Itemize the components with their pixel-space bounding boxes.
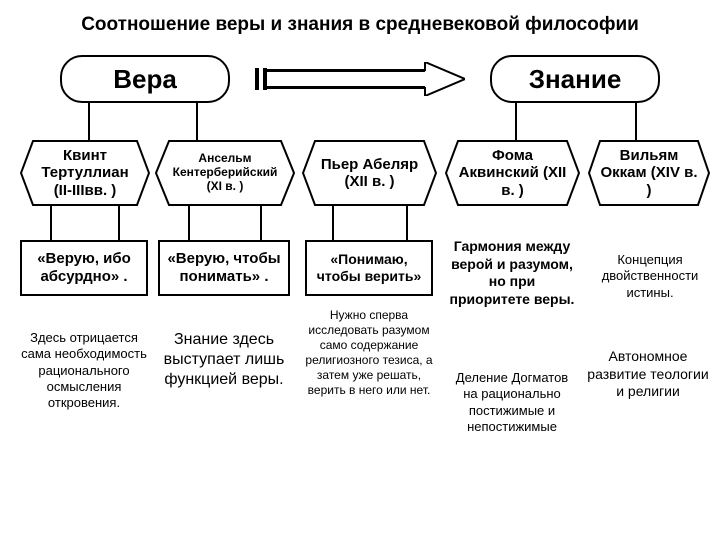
philosopher-label: Фома Аквинский (XII в. ) <box>445 140 580 206</box>
quote-anselm: «Верую, чтобы понимать» . <box>158 240 290 296</box>
connector <box>118 205 120 240</box>
philosopher-label: Вильям Оккам (XIV в. ) <box>588 140 710 206</box>
connector <box>88 103 90 143</box>
philosopher-aquinas: Фома Аквинский (XII в. ) <box>445 140 580 206</box>
philosopher-ockham: Вильям Оккам (XIV в. ) <box>588 140 710 206</box>
philosopher-label: Квинт Тертуллиан (II-IIIвв. ) <box>20 140 150 206</box>
desc-aquinas-a: Гармония между верой и разумом, но при п… <box>448 238 576 308</box>
concept-faith: Вера <box>60 55 230 103</box>
connector <box>260 205 262 240</box>
connector <box>188 205 190 240</box>
concept-knowledge: Знание <box>490 55 660 103</box>
desc-ockham-a: Концепция двойственности истины. <box>585 252 715 301</box>
philosopher-label: Ансельм Кентерберийский (XI в. ) <box>155 140 295 206</box>
philosopher-label: Пьер Абеляр (XII в. ) <box>302 140 437 206</box>
quote-tertullian: «Верую, ибо абсурдно» . <box>20 240 148 296</box>
concept-faith-label: Вера <box>113 64 177 95</box>
desc-ockham-b: Автономное развитие теологии и религии <box>585 348 711 401</box>
connector <box>50 205 52 240</box>
arrow-faith-to-knowledge <box>255 62 465 96</box>
philosopher-tertullian: Квинт Тертуллиан (II-IIIвв. ) <box>20 140 150 206</box>
quote-abelard: «Понимаю, чтобы верить» <box>305 240 433 296</box>
desc-tertullian: Здесь отрицается сама необходимость раци… <box>18 330 150 411</box>
desc-abelard: Нужно сперва исследовать разумом само со… <box>302 308 436 398</box>
connector <box>332 205 334 240</box>
quote-text: «Верую, чтобы понимать» . <box>164 250 284 286</box>
connector <box>515 103 517 143</box>
quote-text: «Понимаю, чтобы верить» <box>311 251 427 285</box>
desc-anselm: Знание здесь выступает лишь функцией вер… <box>158 330 290 390</box>
concept-knowledge-label: Знание <box>529 64 622 95</box>
connector <box>406 205 408 240</box>
philosopher-abelard: Пьер Абеляр (XII в. ) <box>302 140 437 206</box>
quote-text: «Верую, ибо абсурдно» . <box>26 250 142 286</box>
connector <box>196 103 198 143</box>
desc-aquinas-b: Деление Догматов на рационально постижим… <box>448 370 576 435</box>
philosopher-anselm: Ансельм Кентерберийский (XI в. ) <box>155 140 295 206</box>
connector <box>635 103 637 143</box>
page-title: Соотношение веры и знания в средневеково… <box>0 14 720 36</box>
